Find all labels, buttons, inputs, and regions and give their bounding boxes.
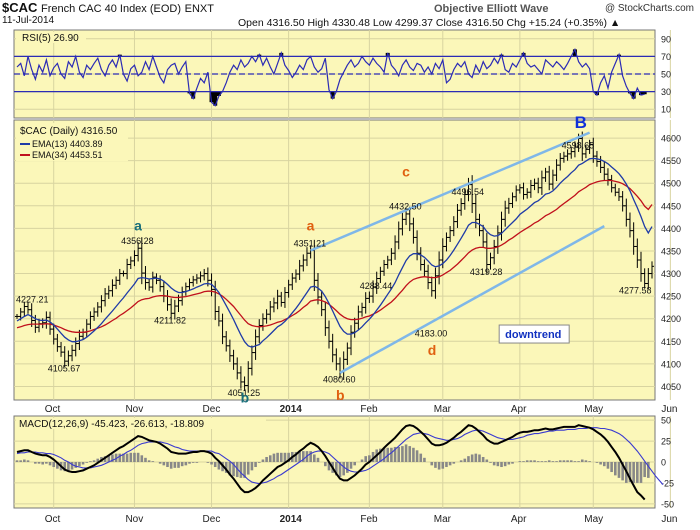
rsi-line (16, 47, 645, 107)
price-axis-tick-label: 4550 (661, 156, 681, 166)
price-axis-tick-label: 4300 (661, 269, 681, 279)
rsi-axis-tick-label: 10 (661, 105, 671, 115)
price-panel: 4050 4100 4150 4200 4250 4300 4350 4400 4450 4500… (13, 113, 681, 405)
rsi-legend: RSI(5) 26.90 (22, 33, 79, 44)
price-point-label: 4183.00 (415, 328, 448, 338)
ema13-line (16, 157, 653, 348)
chart-title: Objective Elliott Wave (434, 3, 549, 15)
chart-date: 11-Jul-2014 (2, 15, 55, 26)
price-x-tick-label: Mar (434, 404, 452, 415)
price-point-label: 4105.67 (48, 363, 81, 373)
price-x-axis: OctNovDec2014FebMarAprMayJunJul (45, 404, 678, 415)
price-x-tick-label: May (584, 404, 603, 415)
macd-axis-tick-label: 0 (661, 458, 666, 468)
price-x-tick-label: Feb (360, 404, 378, 415)
price-axis-tick-label: 4350 (661, 246, 681, 256)
trend-line (310, 131, 591, 252)
downtrend-label: downtrend (505, 329, 561, 341)
elliott-wave-label: a (134, 218, 142, 234)
price-x-tick-label: Apr (511, 404, 527, 415)
macd-x-tick-label: Oct (45, 514, 61, 525)
price-point-label: 4319.28 (470, 267, 503, 277)
macd-panel: -50 -25 0 25 50 MACD(12,26,9) -45.423, -26.61… (13, 415, 674, 509)
rsi-axis-tick-label: 70 (661, 52, 671, 62)
price-point-label: 4288.44 (360, 281, 393, 291)
elliott-wave-label: a (307, 218, 315, 234)
macd-x-tick-label: 2014 (280, 514, 303, 525)
price-point-label: 4277.58 (619, 286, 652, 296)
downtrend-box (498, 324, 570, 344)
price-x-tick-label: Oct (45, 404, 61, 415)
macd-x-tick-label: Apr (511, 514, 527, 525)
price-axis-tick-label: 4450 (661, 201, 681, 211)
macd-axis-tick-label: 25 (661, 437, 671, 447)
price-point-label: 4432.50 (389, 202, 422, 212)
macd-signal-line (16, 427, 664, 485)
macd-legend: MACD(12,26,9) -45.423, -26.613, -18.809 (19, 419, 205, 430)
price-point-label: 4496.54 (451, 187, 484, 197)
price-point-label: 4351.21 (294, 238, 327, 248)
macd-axis-tick-label: 50 (661, 416, 671, 426)
price-axis-tick-label: 4150 (661, 337, 681, 347)
price-legend-bg (16, 123, 128, 161)
price-axis-tick-label: 4500 (661, 179, 681, 189)
ema13-legend: EMA(13) 4403.89 (32, 139, 103, 149)
rsi-axis-tick-label: 90 (661, 34, 671, 44)
price-x-tick-label: 2014 (280, 404, 303, 415)
elliott-wave-label: b (336, 387, 345, 403)
trend-line (339, 225, 605, 374)
macd-x-axis: OctNovDec2014FebMarAprMayJunJul (45, 514, 678, 525)
rsi-axis-tick-label: 50 (661, 70, 671, 80)
exchange: ENXT (184, 3, 214, 15)
price-axis-tick-label: 4200 (661, 314, 681, 324)
macd-x-tick-label: Mar (434, 514, 452, 525)
price-point-label: 4051.25 (228, 388, 261, 398)
rsi-legend-bg (16, 32, 86, 43)
macd-x-tick-label: Nov (125, 514, 143, 525)
price-axis-tick-label: 4400 (661, 224, 681, 234)
price-x-tick-label: Dec (203, 404, 221, 415)
price-x-tick-label: Nov (125, 404, 143, 415)
price-point-label: 4080.60 (323, 375, 356, 385)
price-axis-tick-label: 4050 (661, 382, 681, 392)
rsi-panel: 10 30 50 70 90 RSI(5) 26.90 (13, 29, 671, 119)
price-axis-tick-label: 4250 (661, 292, 681, 302)
elliott-wave-label: d (428, 342, 437, 358)
elliott-wave-label: B (575, 113, 587, 132)
ema34-legend: EMA(34) 4453.51 (32, 150, 103, 160)
macd-line (16, 424, 646, 501)
elliott-wave-label: c (402, 163, 410, 179)
macd-x-tick-label: Dec (203, 514, 221, 525)
price-panel-background (13, 119, 656, 401)
macd-x-tick-label: Jun (661, 514, 677, 525)
price-point-label: 4356.28 (121, 236, 154, 246)
macd-axis-tick-label: -50 (661, 499, 674, 509)
ema34-line (16, 179, 653, 333)
price-legend: $CAC (Daily) 4316.50 (20, 126, 118, 137)
watermark: @ StockCharts.com (604, 3, 694, 14)
macd-x-tick-label: Feb (360, 514, 378, 525)
price-point-label: 4227.21 (16, 294, 49, 304)
price-axis-tick-label: 4100 (661, 359, 681, 369)
index-name: French CAC 40 Index (EOD) (41, 3, 182, 15)
rsi-axis-tick-label: 30 (661, 87, 671, 97)
symbol-title: $CAC French CAC 40 Index (EOD) ENXT (2, 0, 214, 15)
macd-legend-bg (16, 418, 266, 429)
symbol: $CAC (2, 0, 38, 15)
macd-axis-tick-label: -25 (661, 478, 674, 488)
price-point-label: 4598.65 (562, 141, 595, 151)
macd-x-tick-label: May (584, 514, 603, 525)
price-x-tick-label: Jun (661, 404, 677, 415)
price-point-label: 4211.82 (154, 315, 186, 325)
ohlc-readout: Open 4316.50 High 4330.48 Low 4299.37 Cl… (238, 17, 621, 29)
price-axis-tick-label: 4600 (661, 134, 681, 144)
elliott-wave-label: b (241, 389, 250, 405)
